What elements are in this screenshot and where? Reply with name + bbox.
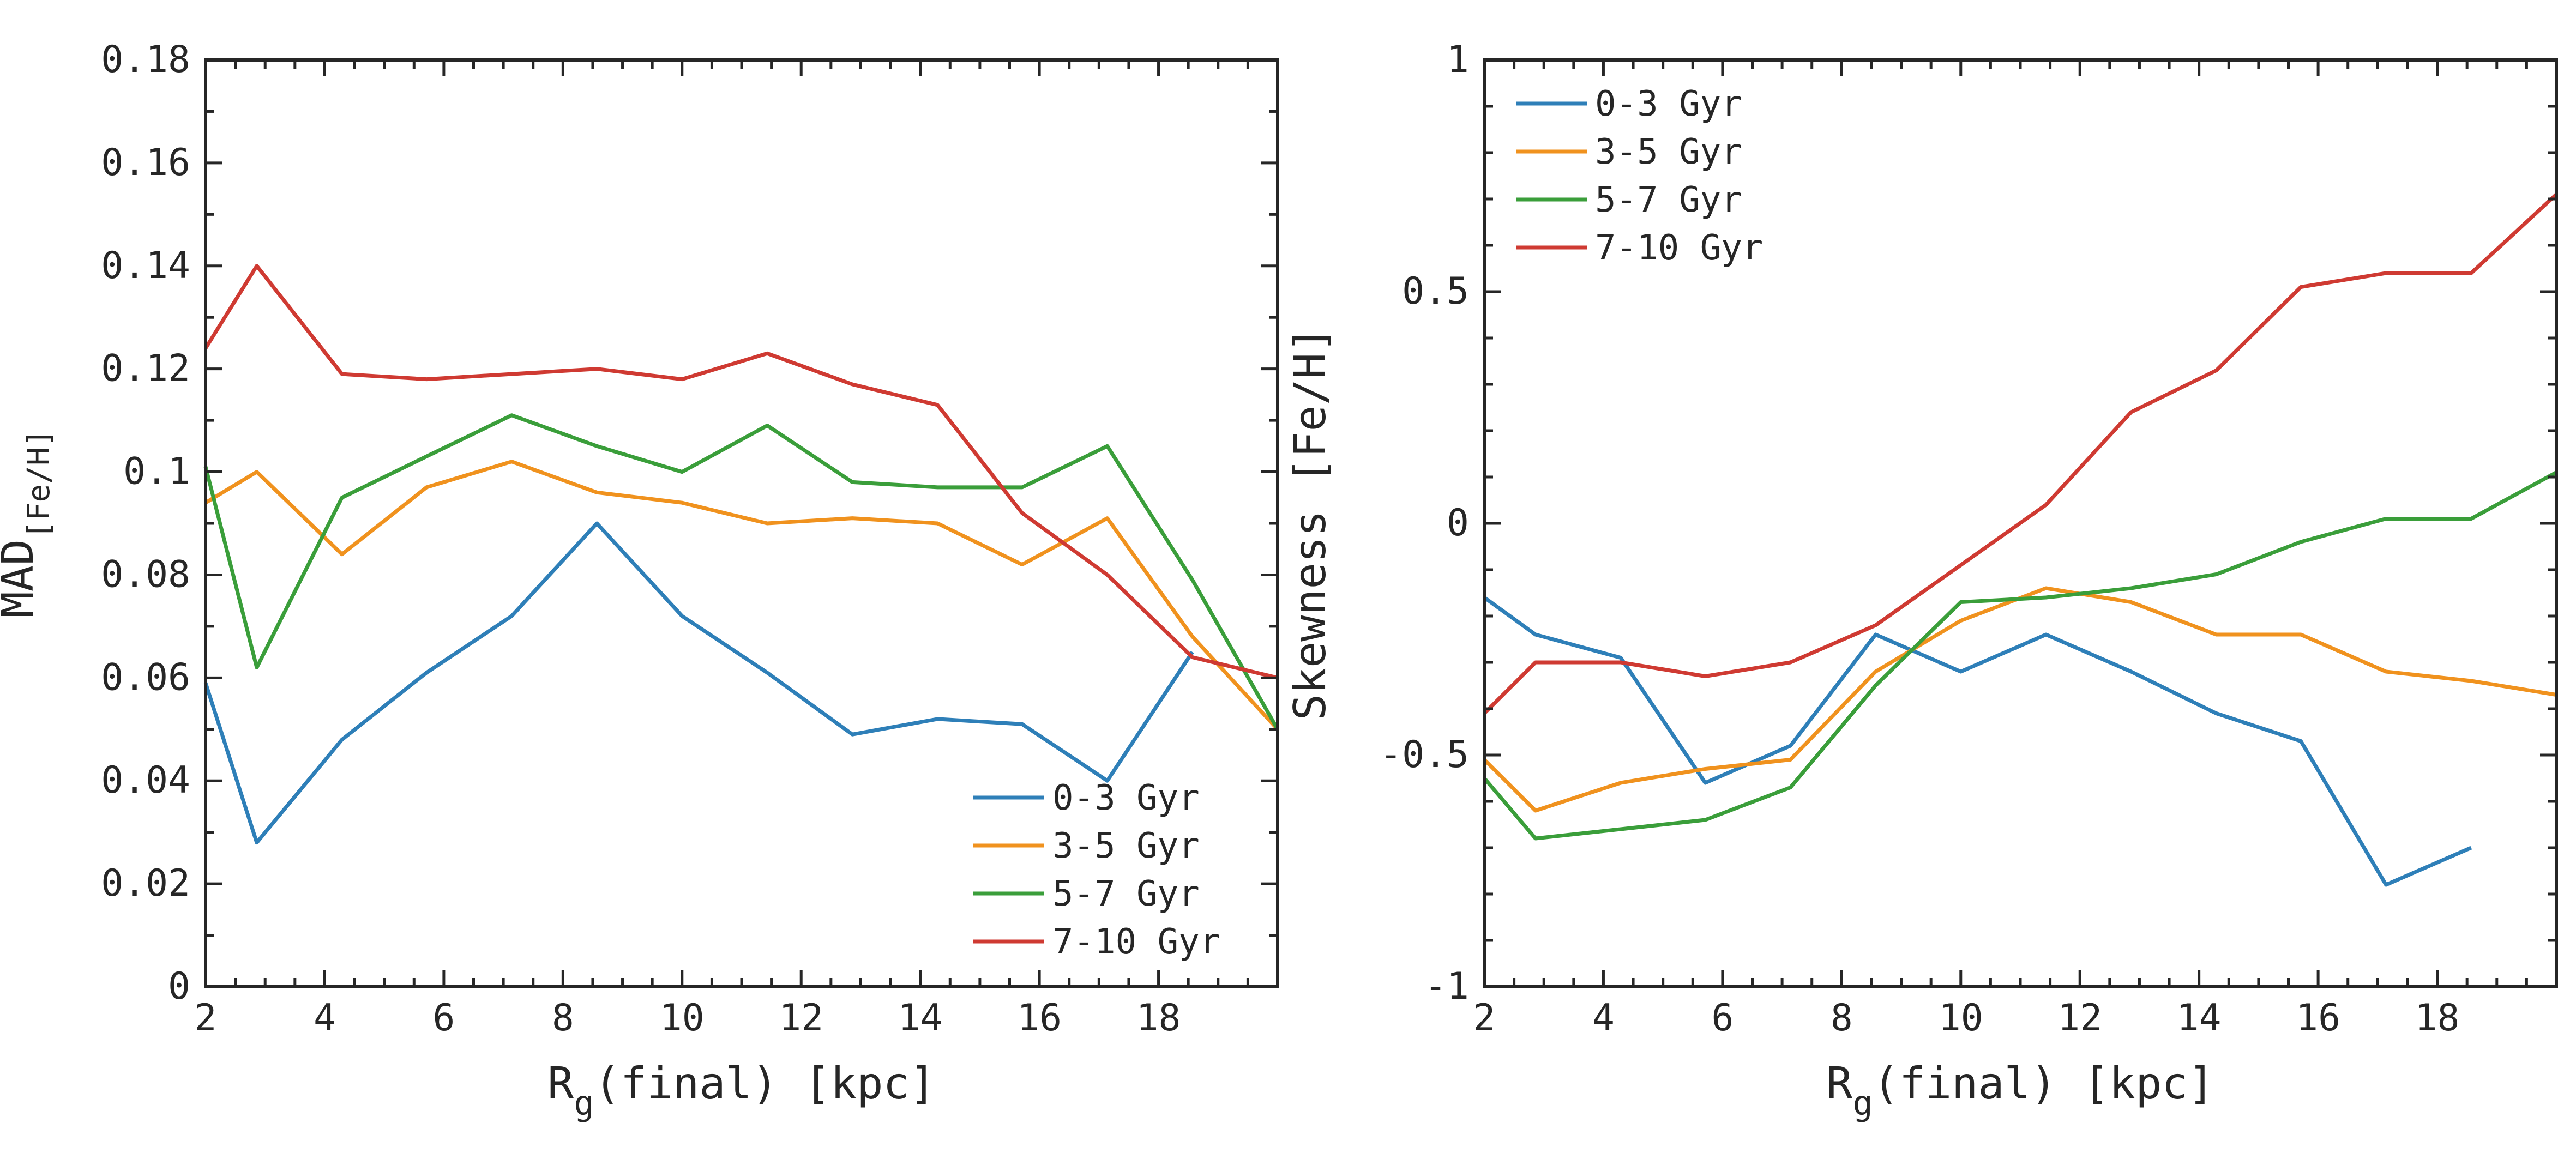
y-tick-label: 0 xyxy=(168,965,190,1008)
axis-ticks xyxy=(1483,58,2558,988)
y-tick-label: 0.04 xyxy=(101,759,190,802)
legend-label: 5-7 Gyr xyxy=(1595,180,1742,220)
legend-item: 7-10 Gyr xyxy=(1516,228,1763,268)
series-line-0-3-gyr xyxy=(1483,596,2472,887)
legend-label: 0-3 Gyr xyxy=(1052,778,1200,818)
x-tick-label: 10 xyxy=(1939,997,1983,1040)
y-tick-label: 0.12 xyxy=(101,347,190,390)
y-tick-label: -0.5 xyxy=(1380,733,1469,776)
y-tick-label: 0.06 xyxy=(101,656,190,699)
x-tick-label: 6 xyxy=(1711,997,1734,1040)
legend-item: 5-7 Gyr xyxy=(973,874,1200,914)
axis-ticks xyxy=(204,58,1279,988)
y-tick-label: 0.16 xyxy=(101,141,190,184)
x-tick-label: 4 xyxy=(1592,997,1615,1040)
x-tick-label: 8 xyxy=(1831,997,1853,1040)
legend-label: 3-5 Gyr xyxy=(1052,826,1200,866)
x-tick-label: 2 xyxy=(1473,997,1496,1040)
legend-item: 5-7 Gyr xyxy=(1516,180,1742,220)
y-tick-label: 0.1 xyxy=(123,450,190,493)
series-lines xyxy=(203,264,1280,845)
x-tick-label: 18 xyxy=(2415,997,2460,1040)
legend: 0-3 Gyr 3-5 Gyr 5-7 Gyr 7-10 Gyr xyxy=(1516,84,1763,268)
y-tick-label: 1 xyxy=(1447,38,1469,81)
x-tick-label: 12 xyxy=(2057,997,2102,1040)
x-axis-label: Rg(final) [kpc] xyxy=(547,1058,936,1123)
y-tick-label: 0.18 xyxy=(101,38,190,81)
legend-item: 3-5 Gyr xyxy=(1516,132,1742,172)
x-tick-label: 14 xyxy=(898,997,943,1040)
x-tick-label: 10 xyxy=(660,997,705,1040)
legend: 0-3 Gyr 3-5 Gyr 5-7 Gyr 7-10 Gyr xyxy=(973,778,1220,962)
x-tick-label: 14 xyxy=(2177,997,2222,1040)
y-tick-label: 0.08 xyxy=(101,553,190,596)
series-lines xyxy=(1483,192,2558,887)
series-line-0-3-gyr xyxy=(203,521,1194,845)
legend-label: 7-10 Gyr xyxy=(1595,228,1763,268)
chart-panel-right: 2 4 6 8 10 12 14 16 18 -1 -0.5 0 0.5 1 Rg(final) [kpc]… xyxy=(1285,38,2558,1123)
legend-item: 7-10 Gyr xyxy=(973,922,1220,962)
x-tick-label: 6 xyxy=(432,997,455,1040)
y-tick-label: 0.02 xyxy=(101,862,190,905)
legend-label: 5-7 Gyr xyxy=(1052,874,1200,914)
legend-item: 3-5 Gyr xyxy=(973,826,1200,866)
series-line-3-5-gyr xyxy=(204,460,1279,731)
x-tick-label: 16 xyxy=(1017,997,1062,1040)
y-tick-label: 0.14 xyxy=(101,244,190,287)
series-line-7-10-gyr xyxy=(204,264,1278,680)
y-axis-label: Skewness [Fe/H] xyxy=(1285,327,1335,720)
series-line-5-7-gyr xyxy=(1483,470,2557,841)
y-axis-label: MAD[Fe/H] xyxy=(0,429,57,618)
x-tick-label: 12 xyxy=(779,997,823,1040)
y-tick-label: -1 xyxy=(1424,965,1469,1008)
x-tick-label: 18 xyxy=(1136,997,1181,1040)
x-tick-label: 8 xyxy=(552,997,574,1040)
x-axis-label: Rg(final) [kpc] xyxy=(1826,1058,2214,1123)
series-line-7-10-gyr xyxy=(1483,192,2558,715)
series-line-5-7-gyr xyxy=(203,413,1280,731)
legend-label: 0-3 Gyr xyxy=(1595,84,1742,124)
y-tick-label: 0 xyxy=(1447,502,1469,545)
x-tick-label: 4 xyxy=(314,997,336,1040)
chart-panel-left: 2 4 6 8 10 12 14 16 18 0 0.02 0.04 0.06 0.08 0.1 0.12 0.… xyxy=(0,38,1280,1123)
legend-item: 0-3 Gyr xyxy=(973,778,1200,818)
legend-label: 7-10 Gyr xyxy=(1052,922,1220,962)
legend-label: 3-5 Gyr xyxy=(1595,132,1742,172)
y-tick-label: 0.5 xyxy=(1402,270,1469,313)
series-line-3-5-gyr xyxy=(1483,586,2557,813)
x-tick-label: 16 xyxy=(2296,997,2340,1040)
x-tick-label: 2 xyxy=(195,997,217,1040)
legend-item: 0-3 Gyr xyxy=(1516,84,1742,124)
